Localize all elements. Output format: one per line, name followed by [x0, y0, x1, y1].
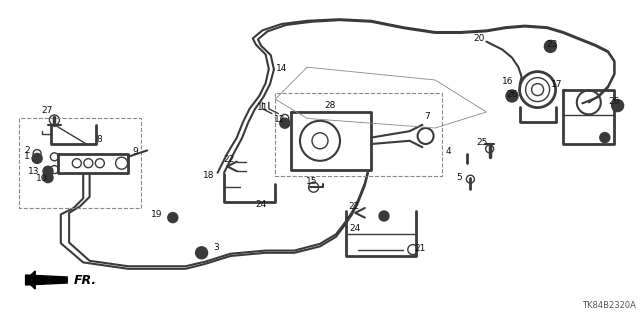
Text: 24: 24 — [349, 224, 361, 233]
Text: 22: 22 — [348, 202, 360, 211]
Text: 18: 18 — [203, 172, 214, 180]
Circle shape — [280, 118, 290, 128]
Text: 24: 24 — [255, 200, 267, 209]
Text: 27: 27 — [41, 106, 52, 115]
Circle shape — [545, 40, 556, 52]
Text: 12: 12 — [274, 116, 285, 124]
Polygon shape — [26, 271, 35, 289]
Text: 9: 9 — [133, 148, 138, 156]
Circle shape — [506, 90, 518, 102]
Text: 25: 25 — [476, 138, 488, 147]
Text: 2: 2 — [24, 146, 29, 155]
Circle shape — [43, 166, 53, 176]
Text: 22: 22 — [223, 156, 235, 164]
Text: 26: 26 — [506, 90, 518, 99]
Circle shape — [612, 100, 623, 112]
Text: 23: 23 — [546, 40, 557, 49]
Circle shape — [32, 153, 42, 164]
Text: 21: 21 — [415, 244, 426, 253]
Text: FR.: FR. — [74, 274, 97, 286]
Text: 26: 26 — [609, 97, 620, 106]
Text: 16: 16 — [502, 77, 513, 86]
Text: 13: 13 — [28, 167, 39, 176]
Text: 4: 4 — [445, 148, 451, 156]
Text: 11: 11 — [257, 103, 268, 112]
Circle shape — [168, 212, 178, 223]
Text: 19: 19 — [151, 210, 163, 219]
Polygon shape — [26, 275, 67, 285]
Text: 17: 17 — [551, 80, 563, 89]
Circle shape — [43, 172, 53, 183]
Circle shape — [196, 247, 207, 259]
Text: 3: 3 — [213, 244, 218, 252]
Text: TK84B2320A: TK84B2320A — [582, 301, 636, 310]
Text: 15: 15 — [306, 177, 317, 186]
Text: 5: 5 — [457, 173, 462, 182]
Text: 20: 20 — [473, 34, 484, 43]
Text: 10: 10 — [36, 174, 47, 183]
Text: 14: 14 — [276, 64, 287, 73]
Text: 1: 1 — [24, 152, 29, 161]
Text: 28: 28 — [324, 101, 335, 110]
Circle shape — [379, 211, 389, 221]
Text: 7: 7 — [425, 112, 430, 121]
Circle shape — [600, 132, 610, 143]
Text: 8: 8 — [97, 135, 102, 144]
